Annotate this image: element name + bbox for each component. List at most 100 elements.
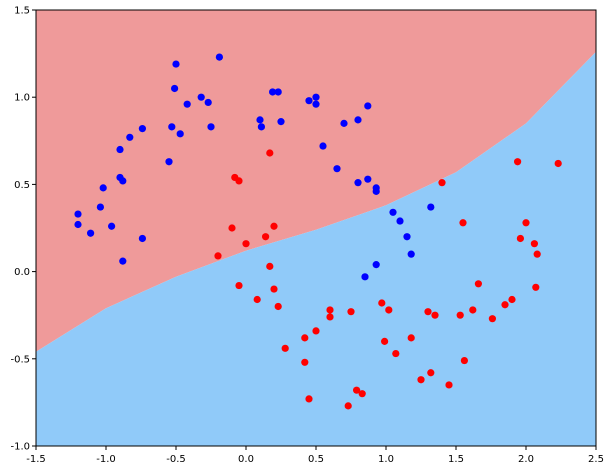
scatter-point [533,250,541,258]
scatter-point [270,222,278,230]
scatter-points [74,53,562,410]
scatter-point [172,60,180,68]
scatter-point [197,93,205,101]
scatter-point [407,334,415,342]
scatter-point [119,257,127,265]
scatter-point [532,283,540,291]
scatter-point [424,308,432,316]
y-tick-label: 0.5 [14,180,30,191]
scatter-point [389,208,397,216]
scatter-point [305,395,313,403]
scatter-point [74,210,82,218]
scatter-point [138,234,146,243]
scatter-point [274,302,282,311]
scatter-point [228,224,236,232]
scatter-point [344,402,352,410]
scatter-point [445,381,453,389]
scatter-point [326,313,334,321]
scatter-point [353,386,361,394]
scatter-point [530,240,539,248]
scatter-point [358,390,366,398]
y-tick-label: -0.5 [10,354,30,365]
scatter-point [312,93,320,101]
scatter-point [281,344,289,352]
y-tick-label: 1.0 [14,93,30,104]
scatter-point [372,187,380,195]
scatter-point [266,262,274,270]
x-tick-label: 1.0 [378,454,394,465]
scatter-point [319,142,327,150]
scatter-point [99,184,107,192]
scatter-point [354,179,362,187]
scatter-point [522,219,530,227]
scatter-point [469,306,477,314]
scatter-point [204,98,212,107]
scatter-point [488,315,496,323]
scatter-point [514,158,522,166]
scatter-point [372,261,380,269]
scatter-point [242,240,250,248]
scatter-point [301,358,309,366]
scatter-point [262,233,270,241]
x-tick-label: -1.5 [26,454,46,465]
y-tick-label: 0.0 [14,267,30,278]
scatter-point [417,376,425,384]
scatter-point [87,229,95,237]
x-tick-label: 0.5 [308,454,324,465]
scatter-point [407,250,415,258]
scatter-point [207,123,215,131]
scatter-point [235,177,243,185]
scatter-point [168,123,176,131]
scatter-point [215,53,223,61]
scatter-point [277,118,285,126]
scatter-point [274,88,282,96]
scatter-point [96,203,104,211]
y-tick-label: -1.0 [10,442,30,453]
scatter-point [364,102,372,110]
x-tick-label: 2.0 [518,454,534,465]
scatter-point [474,280,482,288]
scatter-point [138,124,146,133]
x-tick-label: 2.5 [588,454,604,465]
plot-area [36,10,596,446]
scatter-point [312,100,320,108]
scatter-point [326,306,334,314]
scatter-point [361,273,369,281]
scatter-point [427,203,435,211]
scatter-point [385,306,393,314]
scatter-point [116,145,124,154]
scatter-point [301,334,309,342]
x-tick-label: -1.0 [96,454,116,465]
decision-region-top [36,10,596,352]
scatter-point [266,149,274,157]
scatter-point [171,84,179,93]
plot-frame [35,9,597,447]
scatter-point [456,311,464,319]
scatter-point [459,219,467,227]
scatter-point [235,281,243,290]
scatter-point [501,301,509,309]
scatter-point [347,308,355,316]
scatter-point [74,220,82,229]
scatter-point [340,119,348,127]
scatter-point [119,177,127,185]
scatter-point [460,356,468,365]
scatter-point [431,311,439,319]
scatter-point [396,217,404,225]
scatter-point [126,133,134,141]
scatter-point [253,295,261,304]
scatter-point [427,369,435,377]
scatter-point [508,295,516,304]
y-axis: -1.0 -0.5 0.0 0.5 1.0 1.5 [10,6,36,453]
scatter-point [257,123,265,131]
scatter-point [554,159,562,168]
x-tick-label: 0.0 [238,454,254,465]
scatter-point [392,349,400,358]
scatter-point [269,88,277,96]
scatter-point [305,97,313,105]
scatter-point [381,337,389,345]
scatter-point [403,233,411,241]
scatter-point [364,175,372,183]
x-tick-label: 1.5 [448,454,464,465]
